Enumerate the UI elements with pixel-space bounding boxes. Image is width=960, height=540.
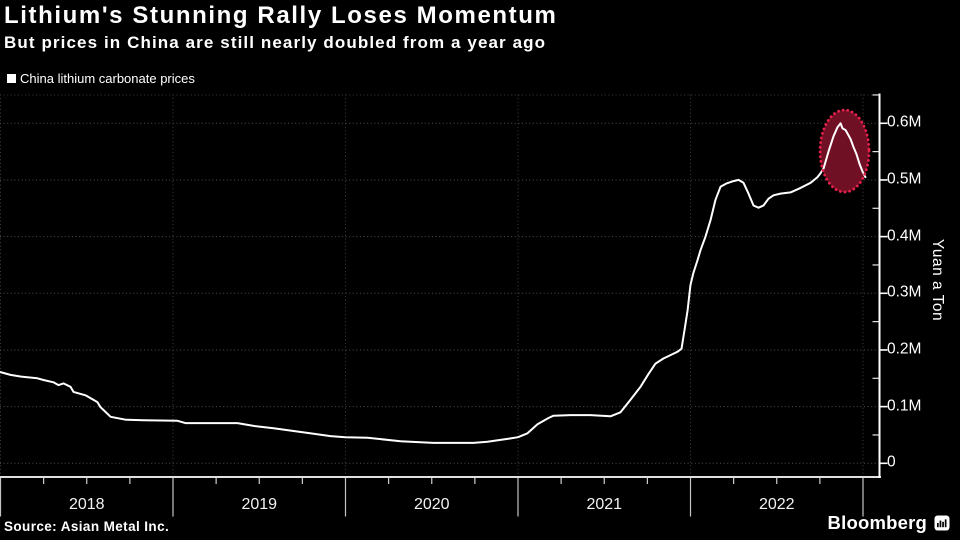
- y-axis-tick-label: 0: [887, 453, 896, 471]
- y-axis-tick-label: 0.1M: [887, 397, 922, 415]
- x-axis-year-label: 2022: [758, 496, 795, 513]
- x-axis-year-label: 2018: [68, 496, 105, 513]
- highlight-ellipse-fill: [820, 110, 870, 193]
- price-line: [0, 122, 867, 444]
- y-axis-tick-label: 0.2M: [887, 340, 922, 358]
- x-axis-year-label: 2020: [413, 496, 450, 513]
- legend-swatch-icon: [7, 74, 16, 83]
- bloomberg-wordmark: Bloomberg: [827, 512, 927, 533]
- y-axis-tick-label: 0.3M: [887, 283, 922, 301]
- y-axis-tick-label: 0.6M: [887, 113, 922, 131]
- source-note: Source: Asian Metal Inc.: [4, 519, 170, 534]
- legend-label: China lithium carbonate prices: [20, 71, 195, 86]
- y-axis-title: Yuan a Ton: [929, 238, 946, 322]
- legend: China lithium carbonate prices: [7, 71, 195, 86]
- bloomberg-logo: Bloomberg: [828, 512, 950, 534]
- y-axis-tick-label: 0.5M: [887, 170, 922, 188]
- chart-subtitle: But prices in China are still nearly dou…: [4, 33, 547, 52]
- bloomberg-terminal-icon: [934, 515, 950, 531]
- x-axis-year-label: 2021: [586, 496, 623, 513]
- chart-title: Lithium's Stunning Rally Loses Momentum: [4, 2, 558, 29]
- x-axis-year-label: 2019: [241, 496, 278, 513]
- y-axis-tick-label: 0.4M: [887, 227, 922, 245]
- highlight-ellipse-ring: [818, 108, 871, 194]
